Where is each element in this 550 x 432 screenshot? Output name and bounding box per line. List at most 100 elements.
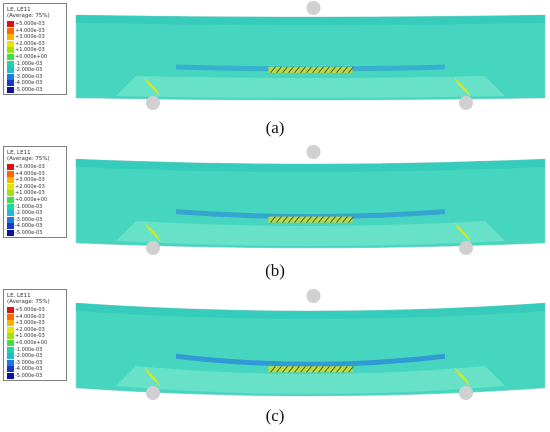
crack-mark [456, 224, 463, 234]
hatch-line [318, 216, 324, 223]
legend-swatch [7, 60, 14, 67]
hatch-line [288, 365, 294, 373]
legend-tick-label: +3.000e-03 [15, 320, 45, 327]
hatch-line [276, 66, 282, 74]
legend-tick-label: -1.000e-03 [15, 203, 43, 210]
hatch-line [294, 365, 300, 373]
hatch-line [300, 216, 306, 223]
legend-subtitle: (Average: 75%) [7, 299, 50, 305]
legend-tick-label: +1.000e-03 [15, 47, 45, 54]
compression-zone [76, 15, 545, 25]
legend-swatch [7, 197, 14, 203]
legend-swatch [7, 164, 14, 170]
legend-entry: -4.000e-03 [7, 366, 65, 373]
legend-subtitle: (Average: 75%) [7, 156, 50, 162]
crack-mark [150, 373, 157, 383]
legend-tick-label: +5.000e-03 [15, 307, 45, 313]
legend-entry: +1.000e-03 [7, 47, 65, 54]
legend-swatch [7, 54, 14, 60]
legend-entry: -4.000e-03 [7, 80, 65, 87]
reinforcement-region [268, 366, 353, 373]
legend-entry: +4.000e-03 [7, 313, 65, 320]
crack-mark [146, 369, 153, 379]
hatch-line [312, 216, 318, 223]
crack-mark [154, 87, 161, 97]
crack-mark [458, 371, 465, 381]
crack-mark [150, 83, 157, 93]
beam-contour-plot [75, 289, 546, 400]
crack-mark [148, 371, 155, 381]
crack-mark [458, 226, 465, 236]
crack-mark [456, 369, 463, 379]
legend-entry: +2.000e-03 [7, 183, 65, 190]
crack-mark [146, 79, 153, 89]
crack-mark [458, 81, 465, 91]
legend-swatch [7, 223, 14, 230]
legend-entry: +5.000e-03 [7, 307, 65, 313]
hatch-line [306, 216, 312, 223]
strain-band [176, 353, 445, 367]
legend-tick-label: -4.000e-03 [15, 223, 43, 230]
hatch-line [342, 66, 348, 74]
legend-swatch [7, 320, 14, 327]
legend-swatch [7, 346, 14, 353]
hatch-line [330, 365, 336, 373]
hatch-line [282, 66, 288, 74]
legend-tick-label: -5.000e-03 [15, 87, 43, 93]
legend-tick-label: -4.000e-03 [15, 366, 43, 373]
legend-box: LE, LE11 (Average: 75%) +5.000e-03 +4.000… [3, 289, 67, 381]
legend-title: LE, LE11 [7, 150, 31, 156]
legend-entry: -1.000e-03 [7, 346, 65, 353]
panel-b: LE, LE11 (Average: 75%) +5.000e-03 +4.000… [0, 143, 550, 287]
legend-swatch [7, 366, 14, 373]
legend-swatch [7, 190, 14, 197]
legend-entry: +1.000e-03 [7, 333, 65, 340]
legend-subtitle: (Average: 75%) [7, 13, 50, 19]
crack-mark [152, 375, 159, 385]
legend-entry: -3.000e-03 [7, 216, 65, 223]
legend-box: LE, LE11 (Average: 75%) +5.000e-03 +4.000… [3, 146, 67, 238]
tension-zone [116, 366, 505, 394]
support-right [459, 96, 473, 110]
legend-swatch [7, 21, 14, 27]
legend-tick-label: +2.000e-03 [15, 183, 45, 190]
crack-mark [150, 228, 157, 238]
legend-entry: -4.000e-03 [7, 223, 65, 230]
hatch-line [330, 66, 336, 74]
legend-tick-label: +4.000e-03 [15, 170, 45, 177]
legend-tick-label: -2.000e-03 [15, 353, 43, 360]
tension-zone [116, 221, 505, 246]
legend-entry: +0.000e+00 [7, 340, 65, 346]
legend-swatch [7, 67, 14, 74]
crack-mark [454, 367, 461, 377]
hatch-line [336, 216, 342, 223]
crack-mark [460, 83, 467, 93]
legend-swatch [7, 47, 14, 54]
hatch-line [348, 216, 354, 223]
crack-mark [462, 85, 469, 95]
legend-tick-label: +5.000e-03 [15, 21, 45, 27]
crack-mark [152, 85, 159, 95]
hatch-line [306, 66, 312, 74]
caption-c: (c) [265, 406, 285, 425]
legend-swatch [7, 73, 14, 80]
hatch-line [324, 66, 330, 74]
crack-mark [460, 373, 467, 383]
crack-mark [148, 81, 155, 91]
hatch-line [300, 66, 306, 74]
crack-mark [154, 232, 161, 242]
hatch-line [312, 365, 318, 373]
legend-tick-label: +1.000e-03 [15, 333, 45, 340]
legend-swatch [7, 40, 14, 47]
legend-entry: +3.000e-03 [7, 34, 65, 41]
crack-mark [148, 226, 155, 236]
crack-mark [454, 222, 461, 232]
legend-tick-label: +3.000e-03 [15, 177, 45, 184]
caption-b: (b) [265, 261, 285, 280]
hatch-line [348, 365, 354, 373]
support-left [146, 386, 160, 400]
legend-entry: +0.000e+00 [7, 54, 65, 60]
hatch-line [276, 216, 282, 223]
legend-swatch [7, 80, 14, 87]
legend-tick-label: +0.000e+00 [15, 54, 48, 60]
